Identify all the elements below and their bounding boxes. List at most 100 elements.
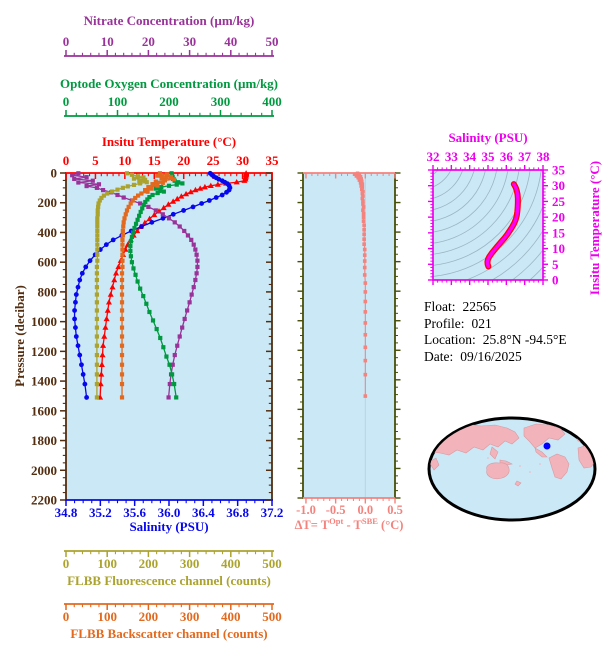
svg-text:100: 100 xyxy=(97,609,117,624)
svg-text:400: 400 xyxy=(221,556,241,571)
svg-text:32: 32 xyxy=(427,149,440,164)
pressure-ticks: 0 200 400 600 800 1000 1200 1400 1600 1800 2000 220… xyxy=(31,166,272,508)
svg-text:35.2: 35.2 xyxy=(89,505,112,520)
svg-text:100: 100 xyxy=(108,94,128,109)
density-contours xyxy=(433,170,543,280)
fluorescence-axis: 0 100 200 300 400 500 xyxy=(63,550,282,571)
svg-text:200: 200 xyxy=(38,195,58,210)
svg-text:35: 35 xyxy=(266,153,280,168)
svg-text:200: 200 xyxy=(139,609,159,624)
location-line: Location: 25.8°N -94.5°E xyxy=(424,332,567,347)
pressure-axis-title: Pressure (decibar) xyxy=(12,285,27,387)
fluorescence-series xyxy=(94,171,149,400)
ts-salinity-axis-title: Salinity (PSU) xyxy=(448,130,528,145)
svg-text:400: 400 xyxy=(262,94,282,109)
delta-t-plot: -1.0 -0.5 0.0 0.5 xyxy=(296,172,403,517)
svg-text:1400: 1400 xyxy=(31,374,57,389)
fluorescence-axis-title: FLBB Fluorescence channel (counts) xyxy=(67,573,271,588)
profile-number-line: Profile: 021 xyxy=(424,315,492,331)
date-line: Date: 09/16/2025 xyxy=(424,348,522,364)
svg-text:36.4: 36.4 xyxy=(192,505,215,520)
salinity-ticks: 34.8 35.2 35.6 36.0 36.4 36.8 37.2 xyxy=(55,500,284,520)
svg-text:600: 600 xyxy=(38,255,58,270)
svg-text:20: 20 xyxy=(552,210,565,225)
svg-text:400: 400 xyxy=(221,609,241,624)
oxygen-axis-title: Optode Oxygen Concentration (µm/kg) xyxy=(59,76,279,91)
svg-text:0: 0 xyxy=(63,153,70,168)
svg-text:10: 10 xyxy=(118,153,131,168)
svg-text:300: 300 xyxy=(180,556,200,571)
svg-text:5: 5 xyxy=(552,257,559,272)
svg-text:2000: 2000 xyxy=(31,463,57,478)
float-id-line: Float: 22565 xyxy=(424,299,497,314)
svg-text:34: 34 xyxy=(463,149,477,164)
main-plot-background xyxy=(66,173,272,500)
svg-text:1200: 1200 xyxy=(31,344,57,359)
float-location-marker xyxy=(543,442,551,450)
svg-text:15: 15 xyxy=(148,153,162,168)
svg-text:-1.0: -1.0 xyxy=(296,503,316,517)
svg-text:0: 0 xyxy=(63,556,70,571)
svg-text:2200: 2200 xyxy=(31,493,57,508)
svg-text:1000: 1000 xyxy=(31,314,57,329)
svg-text:0: 0 xyxy=(63,94,70,109)
svg-text:200: 200 xyxy=(139,556,159,571)
svg-text:25: 25 xyxy=(552,194,566,209)
location-map xyxy=(427,416,597,522)
svg-text:0: 0 xyxy=(552,273,559,288)
nitrate-axis-title: Nitrate Concentration (µm/kg) xyxy=(83,13,255,28)
svg-text:38: 38 xyxy=(537,149,551,164)
ts-curve xyxy=(485,182,520,269)
svg-text:1800: 1800 xyxy=(31,433,57,448)
svg-text:200: 200 xyxy=(159,94,179,109)
svg-text:50: 50 xyxy=(266,34,279,49)
svg-text:20: 20 xyxy=(177,153,190,168)
svg-text:-0.5: -0.5 xyxy=(326,503,346,517)
delta-t-axis-title: ΔT= TOpt - TSBE (°C) xyxy=(294,516,404,533)
svg-text:100: 100 xyxy=(97,556,117,571)
svg-text:300: 300 xyxy=(180,609,200,624)
oxygen-axis: 0 100 200 300 400 xyxy=(63,94,282,117)
svg-text:1600: 1600 xyxy=(31,403,57,418)
svg-text:36.0: 36.0 xyxy=(158,505,181,520)
svg-text:37.2: 37.2 xyxy=(261,505,284,520)
svg-text:36.8: 36.8 xyxy=(226,505,249,520)
svg-text:25: 25 xyxy=(207,153,221,168)
svg-text:800: 800 xyxy=(38,284,58,299)
svg-text:37: 37 xyxy=(518,149,532,164)
svg-text:0: 0 xyxy=(51,166,58,181)
nitrate-series xyxy=(70,171,200,400)
svg-text:15: 15 xyxy=(552,225,566,240)
svg-text:20: 20 xyxy=(142,34,155,49)
ts-temperature-axis-title: Insitu Temperature (°C) xyxy=(587,160,602,296)
main-profile-plot xyxy=(65,172,273,501)
svg-text:0: 0 xyxy=(63,609,70,624)
svg-text:30: 30 xyxy=(552,178,565,193)
salinity-axis-title: Salinity (PSU) xyxy=(129,519,209,534)
svg-text:35: 35 xyxy=(482,149,496,164)
svg-text:36: 36 xyxy=(500,149,514,164)
svg-text:35: 35 xyxy=(552,163,566,178)
svg-text:10: 10 xyxy=(101,34,114,49)
delta-t-plot-background xyxy=(303,173,395,498)
svg-text:10: 10 xyxy=(552,241,565,256)
svg-text:300: 300 xyxy=(211,94,231,109)
temperature-axis-title: Insitu Temperature (°C) xyxy=(101,134,237,149)
svg-text:40: 40 xyxy=(224,34,237,49)
float-info-block: Float: 22565 Profile: 021 Location: 25.8°N … xyxy=(424,299,567,365)
svg-text:30: 30 xyxy=(183,34,196,49)
svg-text:400: 400 xyxy=(38,225,58,240)
nitrate-axis: 0 10 20 30 40 50 xyxy=(63,34,279,57)
backscatter-series xyxy=(119,171,177,400)
svg-text:30: 30 xyxy=(236,153,249,168)
svg-text:0.5: 0.5 xyxy=(387,503,403,517)
backscatter-axis-title: FLBB Backscatter channel (counts) xyxy=(70,626,268,641)
svg-text:0: 0 xyxy=(63,34,70,49)
delta-t-series xyxy=(352,171,368,398)
backscatter-axis: 0 100 200 300 400 500 xyxy=(63,603,282,624)
svg-text:500: 500 xyxy=(262,609,282,624)
svg-text:33: 33 xyxy=(445,149,459,164)
